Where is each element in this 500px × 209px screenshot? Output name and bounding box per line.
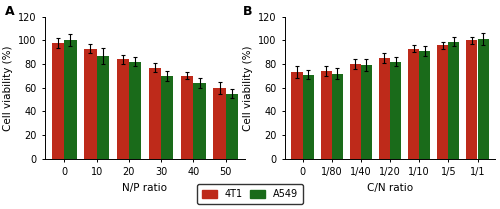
Bar xyxy=(408,49,419,159)
Y-axis label: Cell viability (%): Cell viability (%) xyxy=(2,45,12,131)
Bar xyxy=(390,62,401,159)
Bar xyxy=(379,58,390,159)
Bar xyxy=(84,49,96,159)
Bar xyxy=(96,56,109,159)
Bar xyxy=(448,42,460,159)
Bar xyxy=(64,40,76,159)
Bar xyxy=(437,45,448,159)
Bar xyxy=(419,51,430,159)
Bar xyxy=(292,72,302,159)
X-axis label: C/N ratio: C/N ratio xyxy=(367,183,413,193)
Bar xyxy=(161,76,173,159)
Bar xyxy=(361,65,372,159)
Text: B: B xyxy=(243,5,252,18)
Bar xyxy=(478,39,488,159)
Y-axis label: Cell viability (%): Cell viability (%) xyxy=(242,45,252,131)
Bar xyxy=(181,76,194,159)
Bar xyxy=(214,88,226,159)
Bar xyxy=(302,75,314,159)
Bar xyxy=(320,71,332,159)
Bar xyxy=(226,94,238,159)
Bar xyxy=(52,43,64,159)
X-axis label: N/P ratio: N/P ratio xyxy=(122,183,168,193)
Text: A: A xyxy=(5,5,15,18)
Bar xyxy=(129,62,141,159)
Bar xyxy=(116,59,129,159)
Legend: 4T1, A549: 4T1, A549 xyxy=(198,184,302,204)
Bar xyxy=(332,74,343,159)
Bar xyxy=(194,83,205,159)
Bar xyxy=(466,40,477,159)
Bar xyxy=(149,68,161,159)
Bar xyxy=(350,64,361,159)
